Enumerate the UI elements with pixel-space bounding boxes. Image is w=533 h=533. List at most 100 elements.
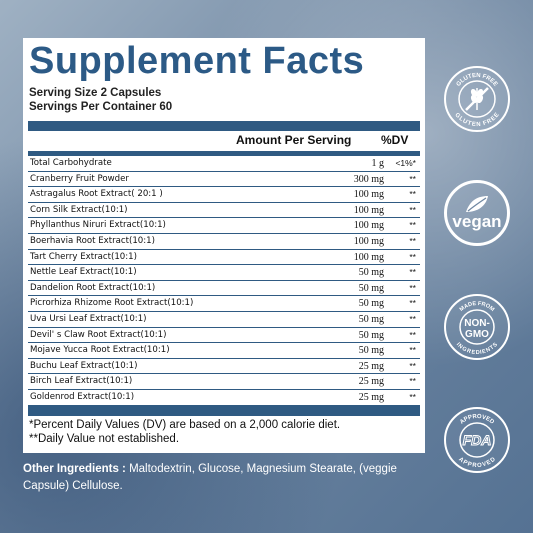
non-gmo-seal: MADE FROM INGREDIENTS NON- GMO [455, 301, 499, 356]
table-row: Cranberry Fruit Powder 300 mg ** [28, 172, 420, 188]
ingredient-amount: 100 mg [353, 220, 384, 232]
page-title: Supplement Facts [29, 40, 365, 82]
table-row: Uva Ursi Leaf Extract(10:1) 50 mg ** [28, 312, 420, 328]
ingredient-name: Picrorhiza Rhizome Root Extract(10:1) [30, 298, 194, 309]
ingredient-name: Cranberry Fruit Powder [30, 173, 129, 184]
ingredient-dv: <1%* [395, 158, 416, 168]
ingredient-amount: 50 mg [358, 329, 384, 341]
svg-text:MADE FROM: MADE FROM [459, 301, 496, 313]
table-row: Total Carbohydrate 1 g <1%* [28, 156, 420, 172]
fda-approved-badge: APPROVED APPROVED FDA [444, 407, 510, 473]
ingredient-amount: 100 mg [353, 204, 384, 216]
ingredient-dv: ** [409, 282, 416, 293]
ingredient-dv: ** [409, 235, 416, 246]
ingredient-dv: ** [409, 251, 416, 262]
ingredient-dv: ** [409, 391, 416, 402]
ingredient-dv: ** [409, 204, 416, 215]
ingredient-amount: 50 mg [358, 282, 384, 294]
nutrient-table: Total Carbohydrate 1 g <1%* Cranberry Fruit… [28, 156, 420, 406]
ingredient-dv: ** [409, 360, 416, 371]
non-gmo-badge: MADE FROM INGREDIENTS NON- GMO [444, 294, 510, 360]
dv-header: %DV [381, 133, 409, 147]
vegan-badge: vegan [444, 180, 510, 246]
ingredient-name: Goldenrod Extract(10:1) [30, 391, 135, 402]
ingredient-dv: ** [409, 345, 416, 356]
ingredient-dv: ** [409, 298, 416, 309]
ingredient-amount: 25 mg [358, 376, 384, 388]
gluten-free-badge: GLUTEN FREE GLUTEN FREE [444, 66, 510, 132]
table-row: Phyllanthus Niruri Extract(10:1) 100 mg ** [28, 218, 420, 234]
ingredient-dv: ** [409, 329, 416, 340]
ingredient-amount: 1 g [371, 158, 385, 169]
ingredient-dv: ** [409, 376, 416, 387]
ingredient-amount: 100 mg [353, 189, 384, 201]
table-row: Mojave Yucca Root Extract(10:1) 50 mg ** [28, 343, 420, 359]
amount-header: Amount Per Serving [236, 133, 352, 147]
non-gmo-line2: GMO [465, 329, 489, 340]
table-row: Buchu Leaf Extract(10:1) 25 mg ** [28, 359, 420, 375]
non-gmo-line1: NON- [464, 318, 490, 329]
ingredient-name: Dandelion Root Extract(10:1) [30, 282, 156, 293]
table-row: Astragalus Root Extract( 20:1 ) 100 mg ** [28, 187, 420, 203]
ingredient-dv: ** [409, 173, 416, 184]
footnote-dv: *Percent Daily Values (DV) are based on … [29, 419, 341, 431]
ingredient-name: Birch Leaf Extract(10:1) [30, 376, 133, 387]
divider-bottom [28, 406, 420, 416]
ingredient-name: Boerhavia Root Extract(10:1) [30, 235, 155, 246]
other-ingredients: Other Ingredients : Maltodextrin, Glucos… [23, 461, 443, 495]
vegan-label: vegan [452, 212, 502, 231]
ingredient-name: Devil' s Claw Root Extract(10:1) [30, 329, 167, 340]
svg-text:APPROVED: APPROVED [459, 414, 495, 426]
ingredient-dv: ** [409, 220, 416, 231]
ingredient-name: Total Carbohydrate [30, 158, 112, 168]
ingredient-name: Uva Ursi Leaf Extract(10:1) [30, 313, 147, 324]
table-row: Dandelion Root Extract(10:1) 50 mg ** [28, 281, 420, 297]
table-row: Nettle Leaf Extract(10:1) 50 mg ** [28, 265, 420, 281]
gluten-free-bottom: GLUTEN FREE [453, 112, 500, 128]
gluten-free-seal: GLUTEN FREE GLUTEN FREE [453, 73, 500, 128]
table-row: Boerhavia Root Extract(10:1) 100 mg ** [28, 234, 420, 250]
ingredient-amount: 50 mg [358, 345, 384, 357]
wheat-icon [465, 87, 489, 111]
supplement-facts-panel: Supplement Facts Serving Size 2 Capsules… [23, 38, 425, 453]
divider-thick [28, 121, 420, 131]
leaf-icon [465, 196, 488, 212]
table-row: Corn Silk Extract(10:1) 100 mg ** [28, 203, 420, 219]
fda-top: APPROVED [459, 414, 495, 426]
ingredient-amount: 50 mg [358, 298, 384, 310]
ingredient-dv: ** [409, 267, 416, 278]
table-row: Devil' s Claw Root Extract(10:1) 50 mg ** [28, 328, 420, 344]
ingredient-name: Corn Silk Extract(10:1) [30, 204, 128, 215]
ingredient-amount: 50 mg [358, 267, 384, 279]
ingredient-name: Nettle Leaf Extract(10:1) [30, 267, 137, 278]
other-ingredients-text: Maltodextrin, Glucose, Magnesium Stearat… [23, 463, 397, 492]
non-gmo-top: MADE FROM [459, 301, 496, 313]
ingredient-name: Phyllanthus Niruri Extract(10:1) [30, 220, 166, 231]
ingredient-name: Tart Cherry Extract(10:1) [30, 251, 137, 262]
ingredient-amount: 50 mg [358, 313, 384, 325]
svg-text:GLUTEN FREE: GLUTEN FREE [453, 112, 500, 128]
ingredient-amount: 300 mg [353, 173, 384, 185]
serving-size: Serving Size 2 Capsules [29, 87, 162, 99]
ingredient-amount: 100 mg [353, 251, 384, 263]
ingredient-amount: 25 mg [358, 391, 384, 403]
footnote-not-established: **Daily Value not established. [29, 433, 180, 445]
ingredient-amount: 25 mg [358, 360, 384, 372]
divider-mid [28, 151, 420, 156]
fda-seal: APPROVED APPROVED FDA [457, 414, 497, 469]
table-row: Birch Leaf Extract(10:1) 25 mg ** [28, 374, 420, 390]
fda-bottom: APPROVED [457, 456, 497, 469]
ingredient-name: Astragalus Root Extract( 20:1 ) [30, 189, 163, 200]
other-ingredients-label: Other Ingredients : [23, 463, 126, 475]
ingredient-amount: 100 mg [353, 235, 384, 247]
svg-text:APPROVED: APPROVED [457, 456, 497, 469]
table-row: Tart Cherry Extract(10:1) 100 mg ** [28, 250, 420, 266]
ingredient-name: Buchu Leaf Extract(10:1) [30, 360, 138, 371]
servings-per-container: Servings Per Container 60 [29, 101, 173, 113]
ingredient-name: Mojave Yucca Root Extract(10:1) [30, 345, 170, 356]
ingredient-dv: ** [409, 189, 416, 200]
ingredient-dv: ** [409, 313, 416, 324]
table-row: Goldenrod Extract(10:1) 25 mg ** [28, 390, 420, 406]
table-row: Picrorhiza Rhizome Root Extract(10:1) 50 … [28, 296, 420, 312]
fda-label: FDA [463, 432, 492, 448]
